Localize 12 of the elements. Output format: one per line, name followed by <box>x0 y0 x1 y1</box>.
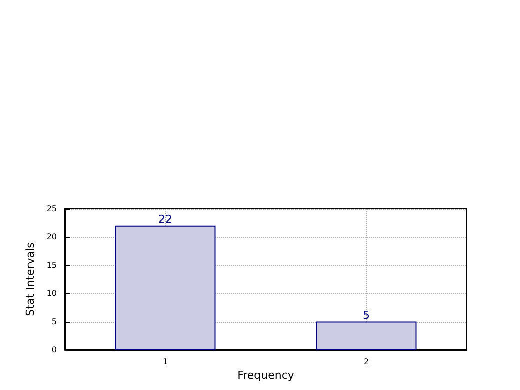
y-tick-label: 15 <box>46 260 57 270</box>
y-tick-label: 25 <box>46 204 57 214</box>
y-tick-label: 10 <box>46 289 57 298</box>
y-tick-label: 0 <box>52 346 57 354</box>
x-tick-label: 1 <box>162 358 168 366</box>
y-tick-label: 5 <box>52 317 57 326</box>
y-tick-label: 20 <box>46 232 57 242</box>
x-tick-label: 2 <box>364 358 370 366</box>
y-axis-title: Stat Intervals <box>24 242 37 316</box>
data-label: 22 <box>158 212 172 226</box>
x-axis-title: Frequency <box>238 369 295 382</box>
data-label: 5 <box>363 308 370 322</box>
